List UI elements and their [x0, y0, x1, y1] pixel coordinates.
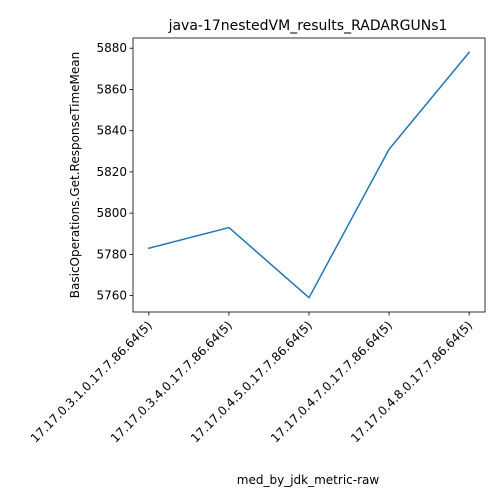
- series-line-0: [147, 51, 471, 299]
- x-axis-label: med_by_jdk_metric-raw: [237, 473, 380, 487]
- plot-area: 576057805800582058405860588017.17.0.3.1.…: [28, 37, 486, 445]
- plot-frame: [132, 37, 486, 313]
- y-tick-label: 5880: [96, 41, 127, 55]
- y-tick-label: 5840: [96, 124, 127, 138]
- y-tick-label: 5800: [96, 206, 127, 220]
- y-axis-label: BasicOperations.Get.ResponseTimeMean: [68, 52, 82, 298]
- y-tick-label: 5820: [96, 165, 127, 179]
- y-tick-label: 5760: [96, 289, 127, 303]
- y-tick-label: 5860: [96, 82, 127, 96]
- chart-title: java-17nestedVM_results_RADARGUNs1: [168, 18, 448, 34]
- y-tick-label: 5780: [96, 247, 127, 261]
